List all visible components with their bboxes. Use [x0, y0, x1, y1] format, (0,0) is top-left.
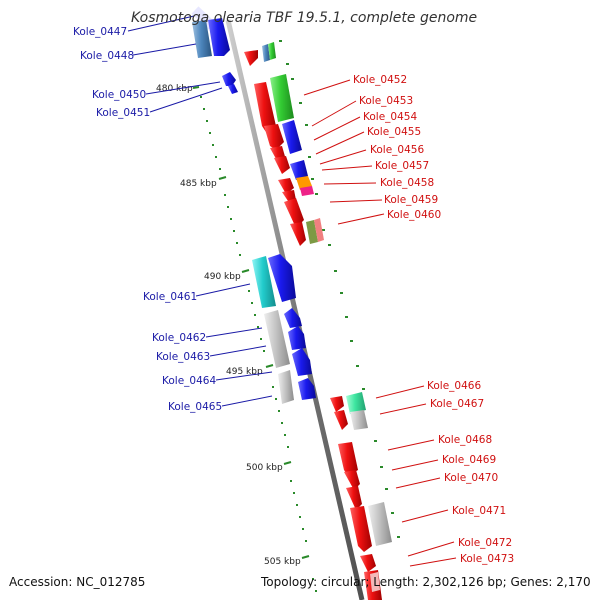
gene-label-kole-0455[interactable]: Kole_0455	[367, 126, 421, 138]
gene-label-kole-0473[interactable]: Kole_0473	[460, 553, 514, 565]
gene-label-kole-0472[interactable]: Kole_0472	[458, 537, 512, 549]
gene-label-kole-0463[interactable]: Kole_0463	[156, 351, 210, 363]
gene-kole-0450[interactable]	[222, 72, 238, 94]
gene-kole-0468[interactable]	[338, 442, 358, 476]
outer-scale-track	[279, 40, 400, 538]
gene-label-kole-0469[interactable]: Kole_0469	[442, 454, 496, 466]
gene-label-kole-0453[interactable]: Kole_0453	[359, 95, 413, 107]
gene-label-kole-0448[interactable]: Kole_0448	[80, 50, 134, 62]
gene-kole-0461[interactable]	[252, 254, 296, 308]
gene-kole-0465[interactable]	[298, 378, 316, 400]
gene-label-kole-0458[interactable]: Kole_0458	[380, 177, 434, 189]
gene-kole-0453[interactable]	[254, 74, 294, 132]
gene-kole-0466[interactable]	[330, 392, 366, 414]
kbp-label-490: 490 kbp	[204, 272, 241, 282]
topology-text: Topology: circular; Length: 2,302,126 bp…	[260, 575, 591, 589]
genome-backbone	[225, 19, 365, 600]
gene-label-kole-0461[interactable]: Kole_0461	[143, 291, 197, 303]
accession-text: Accession: NC_012785	[9, 575, 145, 589]
kbp-label-505: 505 kbp	[264, 557, 301, 567]
gene-kole-0463[interactable]	[288, 326, 306, 350]
kbp-ticks	[192, 86, 310, 559]
gene-label-kole-0452[interactable]: Kole_0452	[353, 74, 407, 86]
gene-label-kole-0451[interactable]: Kole_0451	[96, 107, 150, 119]
kbp-label-500: 500 kbp	[246, 463, 283, 473]
gene-label-kole-0460[interactable]: Kole_0460	[387, 209, 441, 221]
gene-kole-0471[interactable]	[350, 502, 392, 552]
kbp-label-485: 485 kbp	[180, 179, 217, 189]
gene-label-kole-0450[interactable]: Kole_0450	[92, 89, 146, 101]
gene-label-kole-0467[interactable]: Kole_0467	[430, 398, 484, 410]
gene-label-kole-0464[interactable]: Kole_0464	[162, 375, 216, 387]
leader-lines-reverse	[303, 79, 457, 567]
map-title: Kosmotoga olearia TBF 19.5.1, complete g…	[131, 10, 477, 26]
gene-label-kole-0456[interactable]: Kole_0456	[370, 144, 424, 156]
gene-label-kole-0457[interactable]: Kole_0457	[375, 160, 429, 172]
kbp-label-495: 495 kbp	[226, 367, 263, 377]
gene-label-kole-0447[interactable]: Kole_0447	[73, 26, 127, 38]
gene-label-kole-0471[interactable]: Kole_0471	[452, 505, 506, 517]
gene-kole-0473[interactable]	[364, 570, 382, 600]
gene-kole-0462[interactable]	[264, 308, 302, 368]
gene-kole-0452[interactable]	[244, 42, 276, 66]
gene-kole-0448[interactable]	[208, 18, 230, 56]
gene-label-kole-0465[interactable]: Kole_0465	[168, 401, 222, 413]
gene-kole-0472[interactable]	[360, 554, 376, 572]
gene-kole-0470[interactable]	[346, 486, 362, 510]
gene-kole-0460[interactable]	[284, 198, 324, 246]
inner-scale-track	[200, 96, 317, 592]
gene-kole-0469[interactable]	[344, 470, 360, 490]
gene-label-kole-0466[interactable]: Kole_0466	[427, 380, 481, 392]
leader-lines-forward	[127, 15, 273, 407]
gene-label-kole-0462[interactable]: Kole_0462	[152, 332, 206, 344]
gene-kole-0467[interactable]	[334, 410, 368, 430]
gene-kole-0464[interactable]	[278, 348, 312, 404]
gene-label-kole-0470[interactable]: Kole_0470	[444, 472, 498, 484]
gene-label-kole-0454[interactable]: Kole_0454	[363, 111, 417, 123]
gene-kole-0457[interactable]	[290, 160, 308, 180]
gene-kole-0447[interactable]	[192, 20, 212, 58]
gene-kole-0454[interactable]	[264, 124, 284, 150]
gene-label-kole-0459[interactable]: Kole_0459	[384, 194, 438, 206]
gene-label-kole-0468[interactable]: Kole_0468	[438, 434, 492, 446]
gene-kole-0456[interactable]	[274, 156, 290, 174]
gene-kole-0458[interactable]	[278, 176, 314, 196]
